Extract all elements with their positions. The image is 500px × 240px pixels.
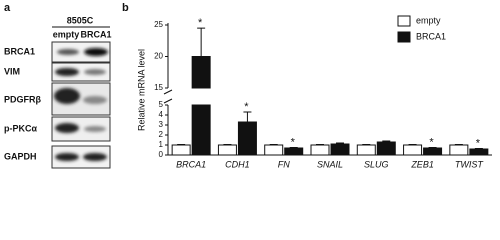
significance-mark: * <box>476 137 481 149</box>
bar <box>217 144 237 156</box>
significance-mark: * <box>198 17 203 29</box>
bar <box>171 144 191 156</box>
band <box>55 153 79 161</box>
blot-box <box>51 62 111 82</box>
y-tick-label: 25 <box>154 20 163 29</box>
lane-label: BRCA1 <box>80 29 111 39</box>
y-tick-label: 15 <box>154 83 163 92</box>
legend-swatch <box>397 15 411 27</box>
y-tick-label: 20 <box>154 52 163 61</box>
bar <box>376 141 396 156</box>
significance-mark: * <box>291 136 296 148</box>
error-bar <box>408 144 417 145</box>
error-bar <box>197 27 206 57</box>
significance-mark: * <box>429 136 434 148</box>
legend-swatch <box>397 31 411 43</box>
x-tick-label: CDH1 <box>225 159 250 169</box>
error-bar <box>454 144 463 145</box>
x-tick-label: ZEB1 <box>410 159 434 169</box>
figure: a 8505C empty BRCA1 BRCA1 VIM PDGFRβ p-P… <box>4 2 492 169</box>
bar <box>403 144 423 156</box>
y-tick-label: 2 <box>159 130 164 139</box>
blot-box <box>51 41 111 63</box>
band <box>84 126 106 132</box>
y-tick-label: 5 <box>159 100 164 109</box>
bar <box>356 144 376 156</box>
legend-label: BRCA1 <box>416 31 446 41</box>
x-tick-label: SNAIL <box>317 159 343 169</box>
blot-box <box>51 145 111 169</box>
x-tick-label: TWIST <box>455 159 484 169</box>
bar <box>237 121 257 156</box>
error-bar <box>269 144 278 145</box>
band <box>57 49 79 55</box>
bar <box>310 144 330 156</box>
x-tick-label: SLUG <box>364 159 389 169</box>
row-label: GAPDH <box>4 151 37 161</box>
panel-label: b <box>122 2 129 14</box>
legend-label: empty <box>416 15 441 25</box>
panel-label: a <box>4 2 11 14</box>
error-bar <box>474 148 483 149</box>
bar <box>191 56 211 156</box>
y-axis-label: Relative mRNA level <box>136 49 146 131</box>
bar <box>284 147 304 156</box>
row-label: p-PKCα <box>4 123 37 133</box>
band <box>55 123 79 133</box>
x-tick-label: BRCA1 <box>176 159 206 169</box>
y-tick-label: 0 <box>159 150 164 159</box>
band <box>84 48 108 56</box>
band <box>54 88 80 104</box>
bar <box>264 144 284 156</box>
band <box>55 68 79 76</box>
axis-break <box>163 89 173 95</box>
significance-mark: * <box>244 101 249 113</box>
blots <box>51 41 111 169</box>
bar <box>330 143 350 156</box>
error-bar <box>428 147 437 148</box>
axis-break <box>163 98 173 104</box>
error-bar <box>243 111 252 122</box>
error-bar <box>316 144 324 145</box>
bar <box>449 144 469 156</box>
cell-line: 8505C <box>67 15 94 25</box>
row-label: VIM <box>4 66 20 76</box>
band <box>84 69 106 75</box>
band <box>83 96 107 104</box>
error-bar <box>177 144 186 145</box>
y-tick-label: 4 <box>159 110 164 119</box>
error-bar <box>336 142 344 144</box>
bar <box>423 147 443 156</box>
row-label: PDGFRβ <box>4 94 42 104</box>
error-bar <box>289 147 298 148</box>
error-bar <box>223 144 232 145</box>
x-tick-label: FN <box>278 159 290 169</box>
bar <box>469 148 489 156</box>
band <box>83 153 107 161</box>
error-bar <box>362 144 371 145</box>
lane-label: empty <box>53 29 80 39</box>
y-tick-label: 3 <box>159 120 164 129</box>
y-tick-label: 1 <box>159 140 164 149</box>
row-label: BRCA1 <box>4 46 35 56</box>
error-bar <box>382 140 391 142</box>
